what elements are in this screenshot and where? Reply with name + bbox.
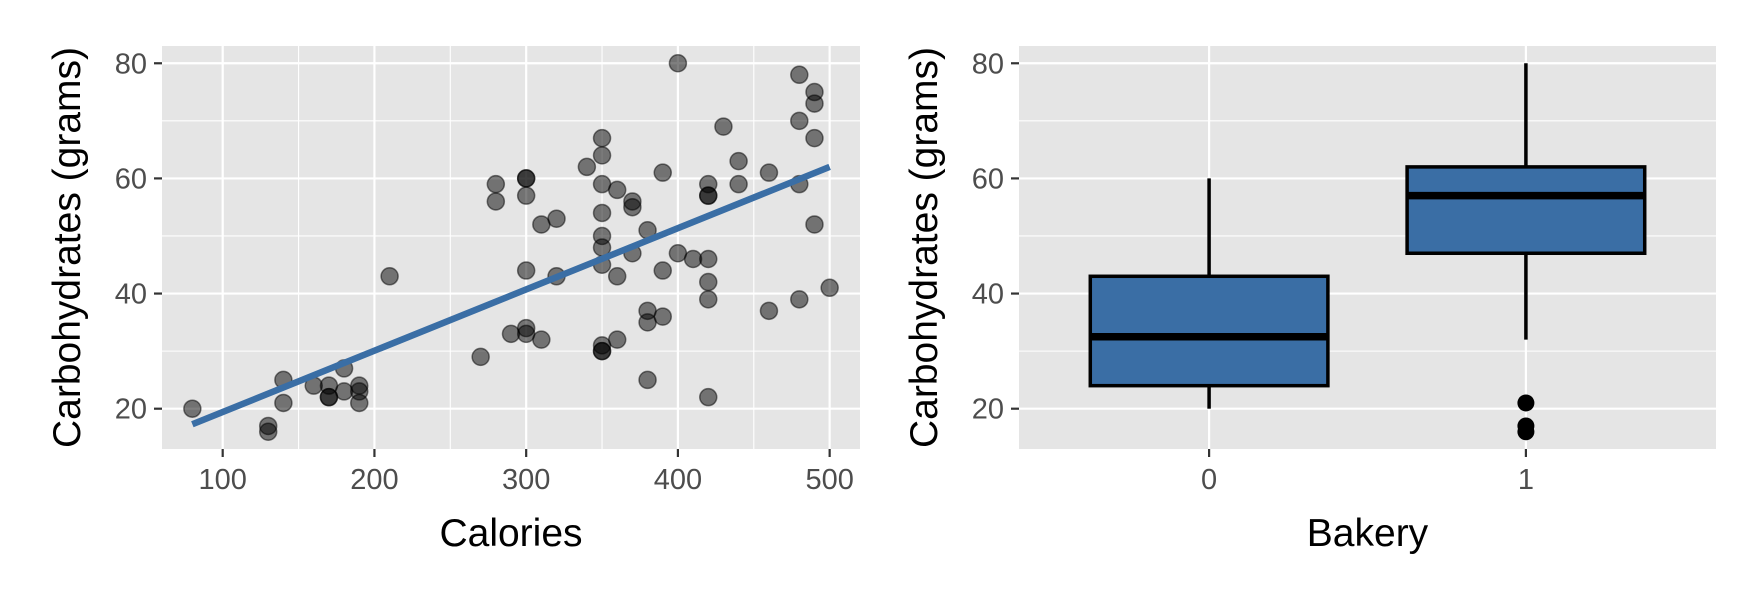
scatter-point bbox=[699, 272, 718, 292]
boxplot-outlier-point bbox=[1517, 423, 1535, 441]
scatter-point bbox=[592, 341, 612, 361]
scatter-point bbox=[607, 180, 627, 200]
scatter-point bbox=[729, 151, 748, 171]
scatter-x-tick-label: 300 bbox=[502, 464, 550, 496]
scatter-point bbox=[805, 215, 824, 234]
boxplot-box bbox=[1405, 165, 1647, 256]
scatter-point bbox=[486, 174, 506, 194]
scatter-point bbox=[699, 387, 718, 407]
scatter-point bbox=[516, 169, 536, 188]
scatter-point bbox=[258, 422, 278, 441]
scatter-point bbox=[699, 186, 718, 205]
scatter-point bbox=[350, 382, 369, 401]
scatter-point bbox=[274, 393, 293, 413]
scatter-point bbox=[592, 203, 612, 223]
scatter-point bbox=[668, 54, 688, 73]
scatter-point bbox=[516, 261, 536, 280]
scatter-point bbox=[653, 307, 672, 326]
scatter-x-tick-label: 200 bbox=[350, 464, 398, 496]
scatter-point bbox=[699, 290, 718, 309]
boxplot-x-axis-title: Bakery bbox=[1307, 512, 1429, 555]
scatter-point bbox=[592, 128, 612, 148]
scatter-point bbox=[759, 163, 779, 182]
boxplot-axes: 0 1 20 40 60 80 bbox=[972, 48, 1534, 496]
scatter-point bbox=[653, 163, 672, 182]
scatter-point bbox=[486, 192, 506, 211]
scatter-point bbox=[805, 94, 824, 113]
scatter-point bbox=[699, 249, 718, 269]
scatter-axes: 100 200 300 400 500 20 40 60 80 bbox=[115, 48, 854, 496]
boxplot-boxes bbox=[1088, 63, 1647, 441]
boxplot-outlier-point bbox=[1517, 394, 1535, 412]
scatter-point bbox=[471, 347, 490, 367]
boxplot-y-tick-label: 60 bbox=[972, 163, 1004, 195]
scatter-point bbox=[820, 278, 839, 298]
scatter-y-tick-label: 60 bbox=[115, 163, 147, 195]
boxplot-box-group bbox=[1405, 63, 1647, 441]
scatter-plot-background bbox=[162, 46, 860, 449]
scatter-point bbox=[653, 261, 672, 280]
scatter-point bbox=[380, 267, 399, 286]
boxplot-x-tick-label: 1 bbox=[1518, 464, 1534, 496]
scatter-point bbox=[547, 209, 566, 228]
scatter-x-tick-label: 500 bbox=[805, 464, 853, 496]
scatter-point bbox=[638, 370, 657, 390]
scatter-y-tick-label: 40 bbox=[115, 279, 147, 311]
scatter-y-axis-title: Carbohydrates (grams) bbox=[46, 47, 89, 448]
scatter-point bbox=[729, 174, 748, 194]
scatter-point bbox=[532, 330, 551, 349]
scatter-y-tick-label: 80 bbox=[115, 48, 147, 80]
scatter-point bbox=[790, 65, 809, 85]
scatter-point bbox=[607, 267, 627, 286]
scatter-point bbox=[714, 117, 733, 136]
scatter-x-axis-title: Calories bbox=[439, 512, 582, 555]
boxplot-x-tick-label: 0 bbox=[1201, 464, 1217, 496]
scatter-point bbox=[623, 197, 642, 217]
scatter-point bbox=[607, 330, 627, 349]
boxplot-y-axis-title: Carbohydrates (grams) bbox=[903, 47, 946, 448]
boxplot-panel: 0 1 20 40 60 80 Bakery Carbohydrates (grams) bbox=[903, 46, 1716, 555]
boxplot-y-tick-label: 40 bbox=[972, 279, 1004, 311]
boxplot-y-tick-label: 80 bbox=[972, 48, 1004, 80]
scatter-point bbox=[790, 290, 809, 309]
scatter-point bbox=[805, 128, 824, 148]
scatter-point bbox=[759, 301, 779, 321]
scatter-panel: 100 200 300 400 500 20 40 60 80 Calories Carbohy… bbox=[46, 46, 860, 555]
boxplot-y-tick-label: 20 bbox=[972, 394, 1004, 426]
boxplot-box bbox=[1088, 274, 1330, 388]
scatter-x-tick-label: 400 bbox=[654, 464, 702, 496]
scatter-y-tick-label: 20 bbox=[115, 394, 147, 426]
scatter-point bbox=[577, 157, 597, 177]
boxplot-box-group bbox=[1088, 178, 1330, 409]
scatter-points bbox=[183, 54, 839, 441]
scatter-x-tick-label: 100 bbox=[199, 464, 247, 496]
scatter-fit-line bbox=[191, 163, 831, 428]
scatter-fit-line-group bbox=[191, 163, 831, 428]
scatter-point bbox=[790, 111, 809, 131]
scatter-point bbox=[516, 186, 536, 205]
scatter-point bbox=[592, 146, 612, 165]
scatter-point bbox=[183, 399, 202, 418]
